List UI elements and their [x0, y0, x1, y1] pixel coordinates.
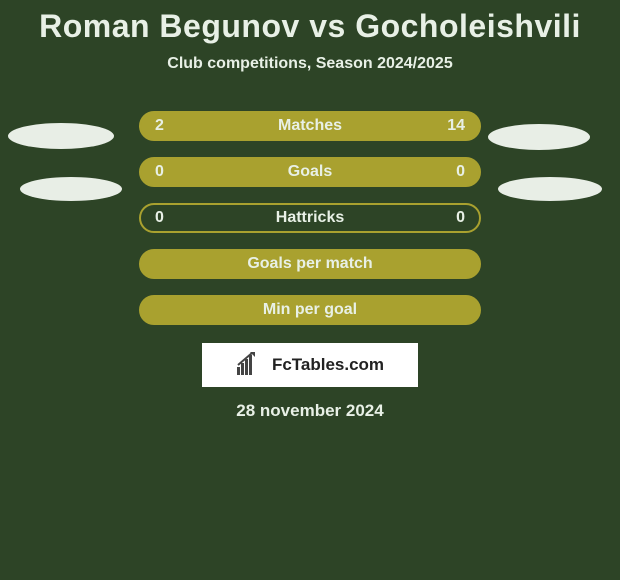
- decor-ellipse: [498, 177, 602, 201]
- decor-ellipse: [8, 123, 114, 149]
- date-label: 28 november 2024: [0, 401, 620, 421]
- stat-label: Hattricks: [276, 209, 344, 227]
- stat-row: Min per goal: [0, 287, 620, 333]
- stat-bar: Goals 0 0: [139, 157, 481, 187]
- stat-label: Min per goal: [263, 301, 357, 319]
- logo-bars-icon: [236, 351, 266, 380]
- stat-right-value: 0: [456, 209, 465, 227]
- stat-label: Goals per match: [247, 255, 372, 273]
- stat-bar: Min per goal: [139, 295, 481, 325]
- stat-left-value: 0: [155, 163, 164, 181]
- stat-label: Matches: [278, 117, 342, 135]
- stat-left-value: 0: [155, 209, 164, 227]
- decor-ellipse: [20, 177, 122, 201]
- decor-ellipse: [488, 124, 590, 150]
- subtitle: Club competitions, Season 2024/2025: [0, 55, 620, 73]
- stat-right-value: 14: [447, 117, 465, 135]
- stat-bar: Matches 2 14: [139, 111, 481, 141]
- stat-left-value: 2: [155, 117, 164, 135]
- stat-label: Goals: [288, 163, 332, 181]
- logo-badge: FcTables.com: [202, 343, 418, 387]
- page-title: Roman Begunov vs Gocholeishvili: [0, 8, 620, 45]
- stat-row: Hattricks 0 0: [0, 195, 620, 241]
- stat-bar: Goals per match: [139, 249, 481, 279]
- stat-right-value: 0: [456, 163, 465, 181]
- stat-bar: Hattricks 0 0: [139, 203, 481, 233]
- logo-text: FcTables.com: [272, 355, 384, 375]
- stat-row: Goals per match: [0, 241, 620, 287]
